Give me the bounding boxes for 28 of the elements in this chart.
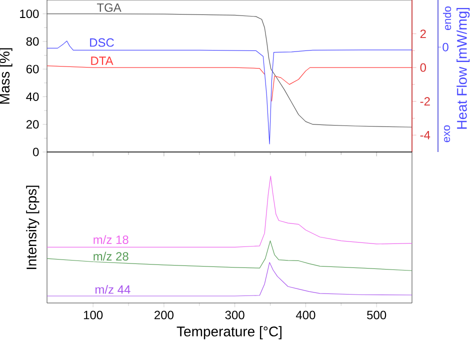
x-tick-label: 400 — [296, 310, 316, 320]
series-label: m/z 28 — [94, 252, 128, 261]
series-label: m/z 44 — [96, 285, 130, 294]
text: exo — [444, 125, 450, 142]
y2-tick-label: 0 — [420, 63, 426, 72]
series-label: m/z 18 — [94, 235, 128, 244]
x-tick-label: 200 — [154, 310, 174, 320]
y-tick-label: 40 — [26, 92, 39, 101]
text: 0 — [442, 42, 448, 52]
text: endo — [443, 6, 452, 30]
y-axis-title: Heat Flow [mW/mg] — [456, 8, 470, 129]
y2-tick-label: 2 — [420, 30, 426, 38]
y-tick-label: 80 — [26, 37, 39, 46]
x-tick-label: 100 — [84, 310, 103, 320]
series-label: DTA — [91, 56, 114, 65]
x-axis-title: Temperature [°C] — [176, 326, 282, 340]
x-tick-label: 300 — [225, 310, 244, 320]
y-tick-label: 60 — [26, 64, 39, 74]
y-tick-label: 100 — [20, 10, 39, 18]
y-tick-label: 20 — [26, 120, 39, 129]
y2-tick-label: -2 — [420, 97, 430, 106]
y-axis-title: Intensity [cps] — [26, 186, 40, 269]
line-series — [46, 14, 412, 128]
series-label: DSC — [90, 38, 114, 47]
x-tick-label: 500 — [367, 310, 386, 320]
series-label: TGA — [96, 3, 122, 12]
y-tick-label: 0 — [33, 148, 39, 156]
y2-tick-label: -4 — [420, 130, 430, 140]
